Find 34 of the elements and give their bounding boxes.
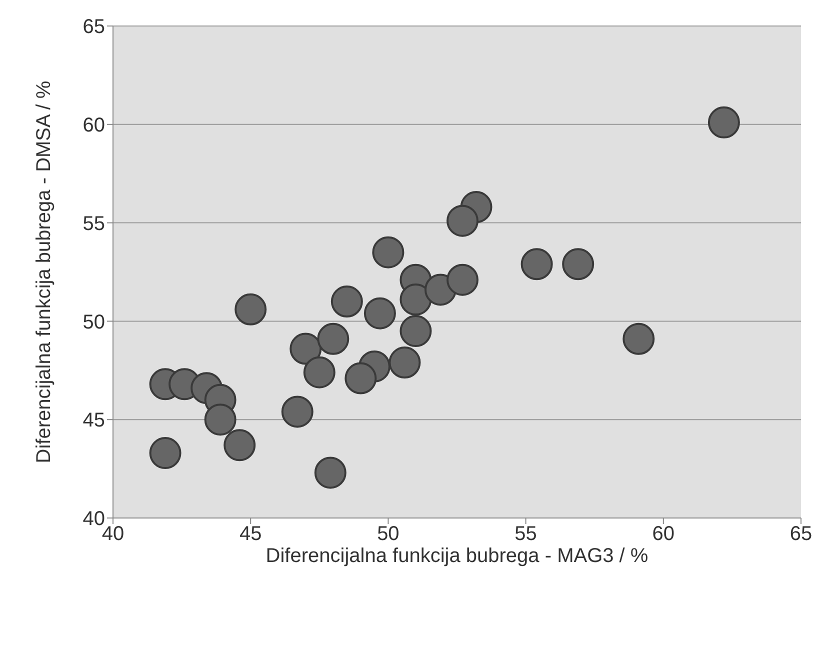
point: [400, 315, 432, 348]
y-tick-label: 50: [82, 311, 105, 334]
point: [520, 248, 553, 280]
y-tick-label: 65: [82, 16, 105, 38]
point: [204, 404, 236, 436]
point: [622, 322, 655, 355]
x-tick-label: 45: [239, 523, 262, 546]
point: [708, 106, 740, 138]
point: [330, 286, 363, 318]
point: [364, 297, 396, 330]
x-tick-label: 50: [377, 523, 400, 546]
point: [149, 437, 182, 470]
point: [281, 396, 314, 428]
point: [290, 332, 322, 365]
point: [446, 204, 479, 237]
x-tick-label: 65: [790, 523, 812, 546]
x-axis-title: Diferencijalna funkcija bubrega - MAG3 / %: [266, 545, 648, 568]
point: [234, 293, 267, 326]
point: [372, 236, 404, 268]
point: [317, 322, 350, 355]
point: [344, 362, 377, 394]
y-tick-label: 55: [82, 212, 105, 235]
point: [303, 356, 336, 388]
x-tick-label: 60: [652, 523, 675, 546]
point: [224, 429, 256, 462]
y-axis-title: Diferencijalna funkcija bubrega - DMSA / %: [33, 80, 56, 464]
point: [388, 346, 421, 379]
x-tick-label: 55: [514, 523, 537, 546]
y-tick-label: 45: [82, 410, 105, 432]
point: [314, 456, 346, 489]
point: [446, 264, 479, 296]
y-tick-label: 60: [82, 114, 105, 136]
point: [562, 248, 594, 280]
point: [400, 284, 432, 316]
